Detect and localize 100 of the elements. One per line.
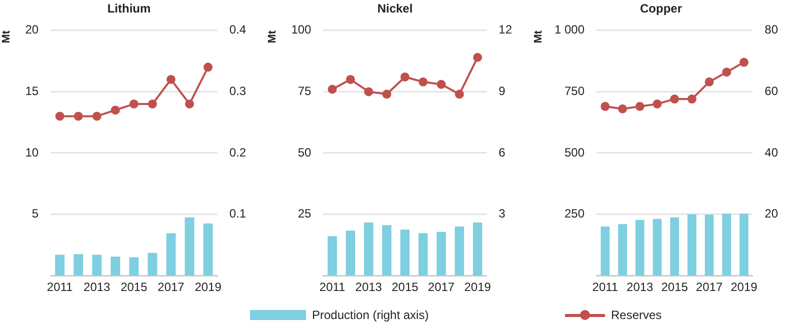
bar (472, 222, 482, 276)
bar (722, 214, 732, 276)
y2-tick-label: 0.2 (229, 145, 246, 160)
point (473, 52, 482, 62)
bar (74, 254, 84, 276)
point (436, 80, 446, 89)
bar (166, 233, 176, 276)
bar (364, 222, 374, 276)
point (55, 112, 64, 121)
y-tick-label: 500 (564, 145, 585, 160)
point (328, 84, 337, 94)
bar (400, 230, 410, 276)
point (687, 94, 696, 104)
bar (55, 254, 65, 276)
point (618, 104, 628, 114)
x-tick-label: 2013 (355, 280, 382, 294)
bar (618, 224, 627, 276)
x-tick-label: 2011 (319, 280, 346, 294)
point (204, 62, 213, 72)
y-tick-label: 10 (25, 145, 39, 160)
y-tick-label: 75 (298, 84, 312, 98)
y2-tick-label: 0.1 (229, 206, 246, 221)
x-tick-label: 2017 (696, 280, 723, 294)
y-axis-title: Mt (532, 30, 545, 44)
x-tick-label: 2013 (84, 280, 111, 294)
bar (652, 218, 662, 276)
y-axis-title: Mt (0, 30, 13, 44)
bar (704, 214, 714, 276)
point (74, 112, 83, 121)
y-tick-label: 50 (298, 145, 312, 160)
legend-label: Production (right axis) (312, 308, 429, 322)
bar (92, 254, 102, 276)
bar (148, 252, 158, 276)
bar (670, 217, 679, 276)
chart-title: Copper (640, 2, 682, 16)
y2-tick-label: 40 (764, 145, 778, 160)
point (635, 102, 644, 111)
y2-tick-label: 12 (498, 22, 512, 37)
y-tick-label: 15 (25, 84, 39, 98)
point (704, 77, 714, 86)
bar (600, 226, 610, 276)
x-tick-label: 2019 (730, 280, 758, 294)
point (129, 99, 138, 108)
bar (740, 214, 748, 276)
y2-tick-label: 9 (498, 84, 506, 98)
bar (328, 236, 337, 276)
point (670, 94, 680, 104)
x-tick-label: 2011 (46, 280, 74, 294)
x-tick-label: 2017 (158, 280, 185, 294)
x-tick-label: 2019 (464, 280, 492, 294)
point (92, 112, 102, 121)
y2-tick-label: 0.3 (229, 84, 246, 98)
bar (418, 233, 428, 276)
bar (436, 232, 446, 276)
y-tick-label: 100 (291, 22, 312, 37)
x-tick-label: 2013 (626, 280, 654, 294)
point (418, 77, 428, 86)
x-tick-label: 2017 (428, 280, 455, 294)
point (185, 99, 194, 108)
bar (110, 256, 120, 276)
bar (688, 214, 696, 276)
bar (346, 230, 356, 276)
point (652, 99, 662, 108)
x-tick-label: 2015 (392, 280, 419, 294)
x-tick-label: 2011 (592, 280, 618, 294)
bar (184, 217, 194, 276)
y2-tick-label: 60 (764, 84, 778, 98)
y-axis-title: Mt (266, 30, 279, 44)
bar (203, 223, 213, 276)
chart-title: Lithium (107, 2, 151, 16)
y-tick-label: 25 (298, 206, 312, 221)
point (722, 68, 732, 77)
point (110, 106, 120, 115)
y-tick-label: 1 000 (554, 22, 585, 37)
y-tick-label: 5 (32, 206, 39, 221)
point (364, 87, 374, 96)
x-tick-label: 2015 (120, 280, 148, 294)
y2-tick-label: 6 (498, 145, 506, 160)
bar (454, 226, 464, 276)
y2-tick-label: 20 (764, 206, 778, 221)
bar (129, 257, 139, 276)
bar (635, 220, 644, 276)
point (739, 58, 748, 67)
point (400, 72, 410, 82)
x-tick-label: 2015 (661, 280, 688, 294)
y2-tick-label: 3 (498, 206, 506, 221)
y-tick-label: 750 (564, 84, 585, 98)
point (148, 99, 157, 108)
y-tick-label: 20 (25, 22, 39, 37)
legend-label: Reserves (611, 308, 662, 322)
point (166, 74, 176, 84)
chart-title: Nickel (377, 2, 413, 16)
bar (382, 225, 392, 276)
y2-tick-label: 0.4 (229, 22, 246, 37)
point (382, 90, 392, 99)
x-tick-label: 2019 (194, 280, 222, 294)
y-tick-label: 250 (564, 206, 585, 221)
point (346, 74, 355, 84)
point (454, 90, 464, 99)
y2-tick-label: 80 (764, 22, 778, 37)
